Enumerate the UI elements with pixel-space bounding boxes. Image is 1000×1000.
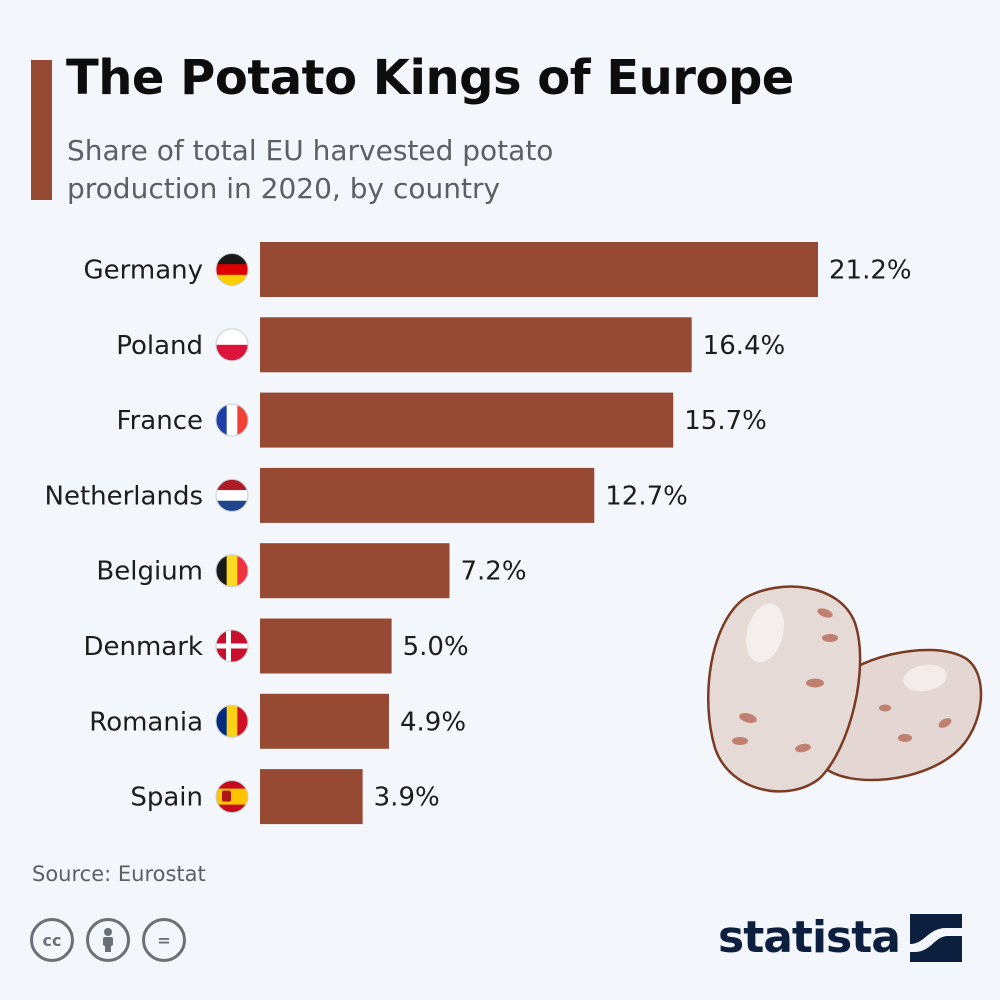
license-icons: cc = — [30, 918, 186, 968]
netherlands-flag-icon — [215, 478, 249, 512]
nd-icon-text: = — [157, 930, 171, 950]
value-label: 3.9% — [374, 783, 440, 813]
value-label: 5.0% — [403, 632, 469, 662]
bar-netherlands — [260, 467, 595, 523]
category-label: Denmark — [83, 632, 203, 662]
bar-belgium — [260, 543, 450, 599]
cc-icon[interactable]: cc — [30, 918, 74, 962]
category-label: Belgium — [96, 557, 203, 587]
statista-logo[interactable]: statista — [718, 912, 962, 963]
poland-flag-icon — [215, 328, 249, 362]
denmark-flag-icon — [215, 629, 249, 663]
bar-germany — [260, 242, 818, 297]
spain-flag-icon — [215, 780, 249, 814]
bar-chart: Germany 21.2% Poland 16.4% France 15.7% Nether… — [45, 242, 912, 825]
bar-denmark — [260, 618, 392, 674]
category-label: Poland — [116, 331, 203, 361]
source-note: Source: Eurostat — [32, 862, 206, 886]
category-label: Spain — [130, 783, 203, 813]
category-label: Romania — [89, 707, 203, 737]
value-label: 15.7% — [684, 406, 767, 436]
category-label: Germany — [83, 256, 203, 286]
bar-romania — [260, 693, 389, 749]
brand-name: statista — [718, 912, 901, 963]
attribution-icon[interactable] — [86, 918, 130, 962]
value-label: 4.9% — [400, 707, 466, 737]
category-label: France — [117, 406, 203, 436]
category-label: Netherlands — [45, 481, 204, 511]
romania-flag-icon — [215, 704, 249, 738]
statista-mark-icon — [909, 913, 962, 962]
belgium-flag-icon — [215, 554, 249, 588]
germany-flag-icon — [215, 253, 249, 286]
person-icon — [103, 928, 113, 952]
page-title: The Potato Kings of Europe — [66, 50, 794, 106]
value-label: 21.2% — [829, 256, 912, 286]
potato-illustration — [707, 585, 983, 793]
value-label: 12.7% — [605, 481, 688, 511]
value-label: 16.4% — [703, 331, 786, 361]
bar-spain — [260, 769, 363, 825]
bar-france — [260, 392, 674, 448]
cc-icon-text: cc — [42, 930, 62, 950]
value-label: 7.2% — [461, 557, 527, 587]
title-accent-bar — [31, 60, 52, 200]
bar-poland — [260, 317, 692, 373]
france-flag-icon — [215, 403, 249, 437]
no-derivatives-icon[interactable]: = — [142, 918, 186, 962]
page-subtitle: Share of total EU harvested potato produ… — [67, 134, 554, 205]
